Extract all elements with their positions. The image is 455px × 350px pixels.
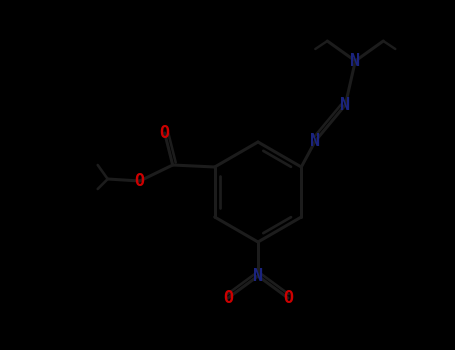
Text: N: N xyxy=(350,52,360,70)
Text: O: O xyxy=(135,172,145,190)
Text: O: O xyxy=(160,124,170,142)
Text: N: N xyxy=(253,267,263,285)
Text: N: N xyxy=(340,96,350,114)
Text: O: O xyxy=(223,289,233,307)
Text: N: N xyxy=(310,132,320,150)
Text: O: O xyxy=(283,289,293,307)
